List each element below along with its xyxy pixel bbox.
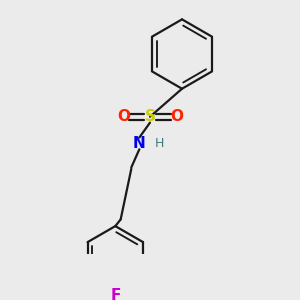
Text: S: S <box>145 109 155 124</box>
Text: N: N <box>133 136 146 151</box>
Text: O: O <box>117 109 130 124</box>
Text: F: F <box>110 288 121 300</box>
Text: H: H <box>154 137 164 150</box>
Text: O: O <box>170 109 183 124</box>
